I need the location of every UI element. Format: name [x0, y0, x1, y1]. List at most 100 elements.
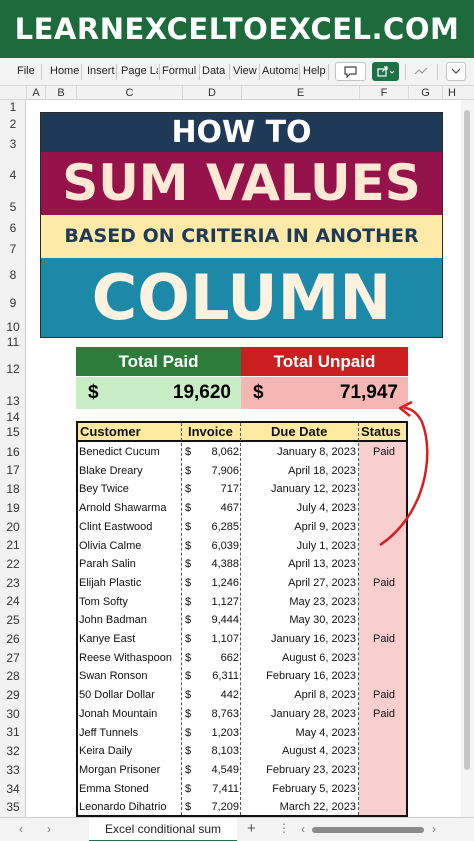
- horizontal-scrollbar-thumb[interactable]: [312, 827, 424, 833]
- plus-icon[interactable]: +: [247, 820, 256, 837]
- row-header[interactable]: 28: [6, 669, 20, 683]
- table-row[interactable]: Reese Withaspoon $662 August 6, 2023: [78, 649, 408, 668]
- row-header[interactable]: 2: [9, 117, 17, 131]
- row-header[interactable]: 7: [9, 242, 17, 256]
- row-header[interactable]: 10: [6, 320, 20, 334]
- tab-home[interactable]: Home: [50, 65, 80, 77]
- row-header[interactable]: 26: [6, 632, 20, 646]
- row-header[interactable]: 3: [9, 137, 17, 151]
- table-row[interactable]: 50 Dollar Dollar $442 April 8, 2023 Paid: [78, 686, 408, 705]
- tab-view[interactable]: View: [233, 65, 257, 77]
- table-row[interactable]: Morgan Prisoner $4,549 February 23, 2023: [78, 761, 408, 780]
- currency-symbol: $: [185, 502, 192, 515]
- row-header[interactable]: 17: [6, 463, 20, 477]
- header-customer[interactable]: Customer: [80, 424, 141, 439]
- table-row[interactable]: Arnold Shawarma $467 July 4, 2023: [78, 499, 408, 518]
- tab-automate[interactable]: Automa: [262, 65, 298, 77]
- row-header[interactable]: 11: [6, 335, 20, 349]
- row-header[interactable]: 9: [9, 296, 17, 310]
- row-header[interactable]: 12: [6, 362, 20, 376]
- tab-page-layout[interactable]: Page La: [121, 65, 158, 77]
- row-header[interactable]: 14: [6, 410, 20, 424]
- row-header[interactable]: 8: [9, 268, 17, 282]
- column-header-d[interactable]: D: [182, 86, 241, 100]
- header-status[interactable]: Status: [361, 424, 401, 439]
- row-header[interactable]: 16: [6, 445, 20, 459]
- table-row[interactable]: Clint Eastwood $6,285 April 9, 2023: [78, 518, 408, 537]
- share-button[interactable]: [372, 62, 399, 81]
- header-invoice[interactable]: Invoice: [188, 424, 233, 439]
- column-header-b[interactable]: B: [45, 86, 76, 100]
- row-header[interactable]: 20: [6, 520, 20, 534]
- table-row[interactable]: Kanye East $1,107 January 16, 2023 Paid: [78, 630, 408, 649]
- more-sheets-icon[interactable]: ⋮: [278, 821, 290, 835]
- table-row[interactable]: Emma Stoned $7,411 February 5, 2023: [78, 780, 408, 799]
- table-row[interactable]: Tom Softy $1,127 May 23, 2023: [78, 593, 408, 612]
- customer-cell: 50 Dollar Dollar: [79, 689, 155, 702]
- column-header-f[interactable]: F: [359, 86, 408, 100]
- tab-help[interactable]: Help: [303, 65, 326, 77]
- row-header[interactable]: 29: [6, 688, 20, 702]
- row-header[interactable]: 1: [9, 100, 17, 114]
- row-header[interactable]: 24: [6, 594, 20, 608]
- tab-formulas[interactable]: Formul: [162, 65, 197, 77]
- row-header[interactable]: 31: [6, 725, 20, 739]
- row-header[interactable]: 34: [6, 782, 20, 796]
- table-row[interactable]: Parah Salin $4,388 April 13, 2023: [78, 555, 408, 574]
- row-header[interactable]: 35: [6, 800, 20, 814]
- tab-insert[interactable]: Insert: [87, 65, 115, 77]
- vertical-scrollbar[interactable]: [461, 100, 474, 817]
- column-header-a[interactable]: A: [26, 86, 45, 100]
- table-row[interactable]: Blake Dreary $7,906 April 18, 2023: [78, 462, 408, 481]
- row-header[interactable]: 23: [6, 576, 20, 590]
- header-due-date[interactable]: Due Date: [271, 424, 328, 439]
- table-row[interactable]: Elijah Plastic $1,246 April 27, 2023 Paid: [78, 574, 408, 593]
- sheet-tab-active[interactable]: Excel conditional sum: [89, 818, 237, 841]
- table-row[interactable]: Bey Twice $717 January 12, 2023: [78, 480, 408, 499]
- row-header[interactable]: 25: [6, 613, 20, 627]
- row-header[interactable]: 27: [6, 651, 20, 665]
- comments-button[interactable]: [335, 62, 366, 81]
- row-header[interactable]: 6: [9, 221, 17, 235]
- table-row[interactable]: Olivia Calme $6,039 July 1, 2023: [78, 537, 408, 556]
- table-row[interactable]: Keira Daily $8,103 August 4, 2023: [78, 742, 408, 761]
- table-row[interactable]: Leonardo Dihatrio $7,209 March 22, 2023: [78, 798, 408, 817]
- chevron-right-icon[interactable]: ›: [47, 822, 51, 836]
- table-row[interactable]: John Badman $9,444 May 30, 2023: [78, 611, 408, 630]
- row-header[interactable]: 33: [6, 763, 20, 777]
- row-header[interactable]: 21: [6, 538, 20, 552]
- row-header[interactable]: 32: [6, 744, 20, 758]
- row-header[interactable]: 5: [9, 200, 17, 214]
- sheet-tab-bar: ‹ › Excel conditional sum + ⋮ ‹ ›: [0, 817, 474, 841]
- row-header[interactable]: 19: [6, 501, 20, 515]
- due-date-cell: August 6, 2023: [281, 651, 356, 664]
- total-paid-header[interactable]: Total Paid: [76, 347, 241, 376]
- table-row[interactable]: Jonah Mountain $8,763 January 28, 2023 Paid: [78, 705, 408, 724]
- row-header[interactable]: 15: [6, 425, 20, 439]
- more-options-button[interactable]: [446, 62, 466, 81]
- total-unpaid-cell[interactable]: $ 71,947: [241, 377, 408, 409]
- column-header-h[interactable]: H: [442, 86, 461, 100]
- tab-file[interactable]: File: [17, 65, 35, 77]
- column-header-c[interactable]: C: [76, 86, 182, 100]
- chevron-left-icon[interactable]: ‹: [19, 822, 23, 836]
- select-all-corner[interactable]: [0, 86, 26, 100]
- total-paid-cell[interactable]: $ 19,620: [76, 377, 241, 409]
- scroll-right-icon[interactable]: ›: [432, 822, 436, 836]
- row-header[interactable]: 30: [6, 707, 20, 721]
- row-header[interactable]: 13: [6, 394, 20, 408]
- row-header[interactable]: 18: [6, 482, 20, 496]
- catchup-icon[interactable]: [414, 66, 428, 78]
- column-header-g[interactable]: G: [408, 86, 442, 100]
- currency-symbol: $: [185, 576, 192, 589]
- row-header[interactable]: 22: [6, 557, 20, 571]
- total-unpaid-header[interactable]: Total Unpaid: [241, 347, 408, 376]
- scrollbar-thumb[interactable]: [464, 110, 470, 770]
- scroll-left-icon[interactable]: ‹: [301, 822, 305, 836]
- table-row[interactable]: Jeff Tunnels $1,203 May 4, 2023: [78, 724, 408, 743]
- tab-data[interactable]: Data: [202, 65, 226, 77]
- row-header[interactable]: 4: [9, 168, 17, 182]
- table-row[interactable]: Swan Ronson $6,311 February 16, 2023: [78, 667, 408, 686]
- column-header-e[interactable]: E: [241, 86, 359, 100]
- table-row[interactable]: Benedict Cucum $8,062 January 8, 2023 Paid: [78, 443, 408, 462]
